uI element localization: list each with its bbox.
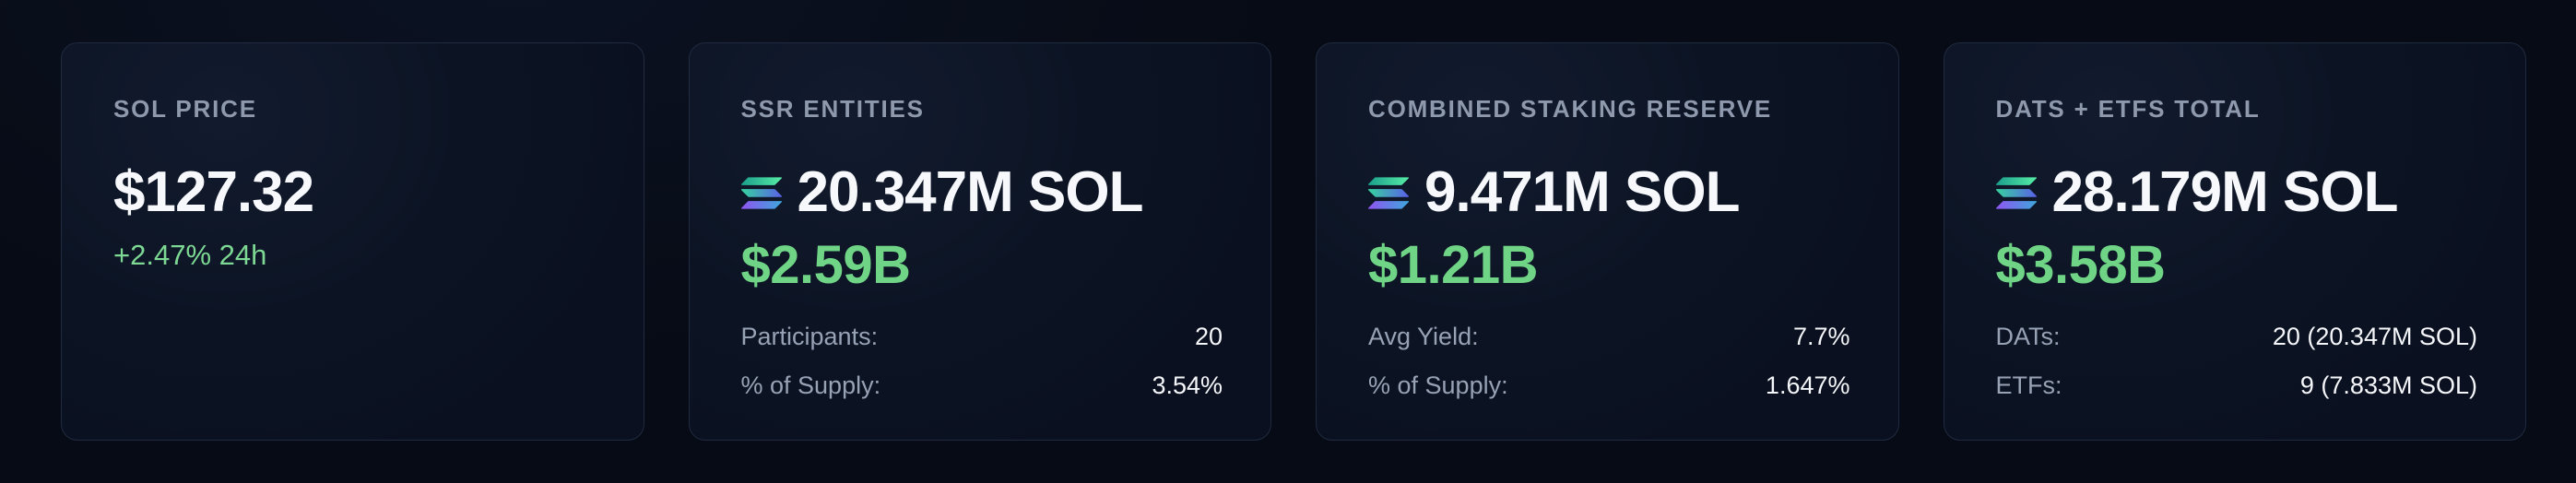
stat-row: % of Supply: 1.647% [1368, 371, 1850, 400]
stat-row: % of Supply: 3.54% [740, 371, 1223, 400]
card-sol-price: SOL PRICE $127.32 +2.47% 24h [61, 42, 644, 441]
sol-amount: 20.347M SOL [797, 160, 1144, 224]
stat-row: ETFs: 9 (7.833M SOL) [1995, 371, 2478, 400]
usd-value: $1.21B [1368, 235, 1539, 295]
stat-row-value: 1.647% [1765, 371, 1850, 399]
stat-row-label: ETFs: [1995, 371, 2062, 399]
stat-row-label: % of Supply: [740, 371, 881, 399]
stat-row-label: Participants: [740, 323, 879, 350]
stat-row-label: Avg Yield: [1368, 323, 1479, 350]
solana-icon [1996, 177, 2037, 209]
sol-amount: 9.471M SOL [1424, 160, 1740, 224]
stat-row: DATs: 20 (20.347M SOL) [1995, 323, 2478, 351]
stat-row-value: 3.54% [1152, 371, 1223, 399]
stat-row-value: 20 (20.347M SOL) [2272, 323, 2477, 350]
solana-icon [1368, 177, 1409, 209]
solana-icon [741, 177, 782, 209]
card-ssr-entities: SSR ENTITIES 20.347M SOL $2.59B Particip… [688, 42, 1271, 441]
sol-price-value: $127.32 [113, 160, 314, 224]
card-title: SOL PRICE [113, 95, 257, 123]
card-title: SSR ENTITIES [740, 95, 925, 123]
stat-row-value: 7.7% [1792, 323, 1850, 350]
stat-row-label: DATs: [1995, 323, 2061, 350]
card-combined-staking-reserve: COMBINED STAKING RESERVE 9.471M SOL $1.2… [1316, 42, 1899, 441]
stat-row: Participants: 20 [740, 323, 1223, 351]
card-title: DATS + ETFS TOTAL [1995, 95, 2261, 123]
card-dats-etfs-total: DATS + ETFS TOTAL 28.179M SOL $3.58B DAT… [1943, 42, 2526, 441]
stat-row-value: 9 (7.833M SOL) [2299, 371, 2477, 399]
stats-card-row: SOL PRICE $127.32 +2.47% 24h SSR ENTITIE… [0, 42, 2576, 441]
stat-row-value: 20 [1194, 323, 1223, 350]
usd-value: $3.58B [1995, 235, 2167, 295]
price-change-24h: +2.47% 24h [113, 239, 267, 271]
sol-amount: 28.179M SOL [2051, 160, 2399, 224]
stat-row-label: % of Supply: [1368, 371, 1508, 399]
stat-row: Avg Yield: 7.7% [1368, 323, 1850, 351]
usd-value: $2.59B [740, 235, 912, 295]
card-title: COMBINED STAKING RESERVE [1368, 95, 1773, 123]
